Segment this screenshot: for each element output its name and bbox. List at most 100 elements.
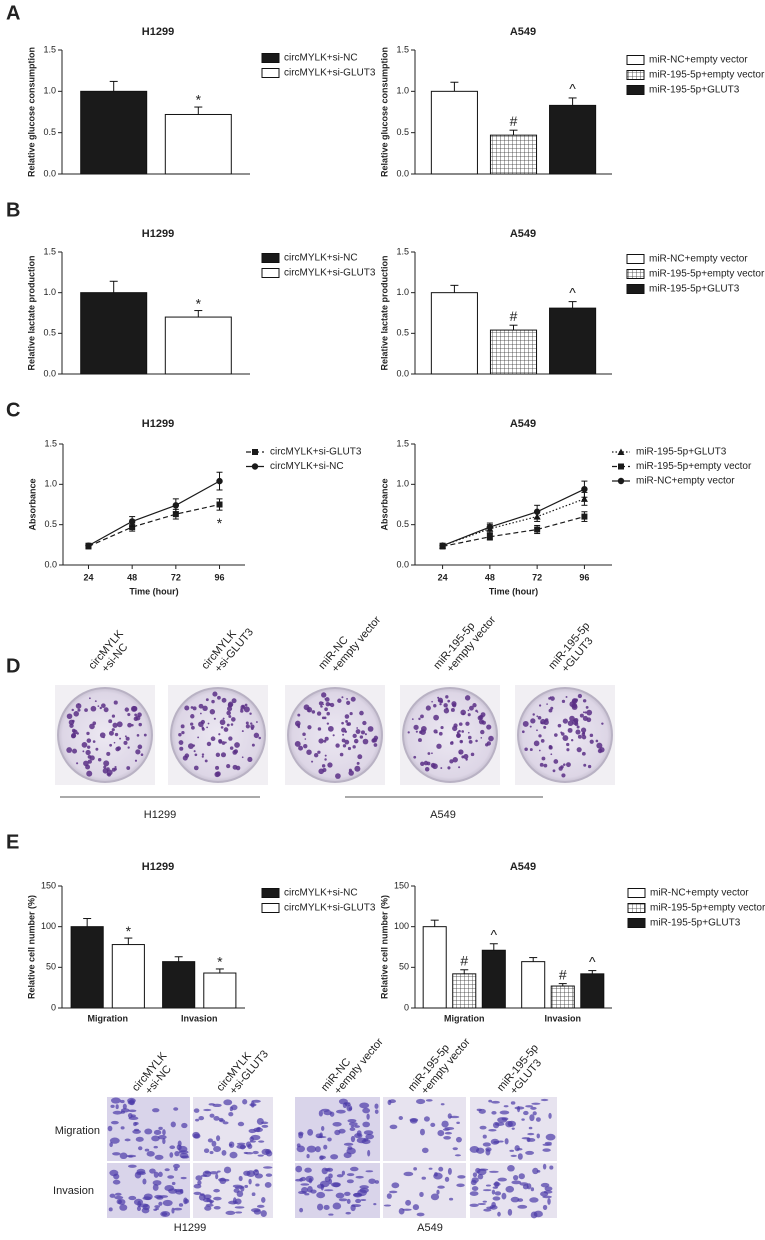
colony: [81, 742, 88, 748]
legend-marker: [252, 449, 258, 455]
colony: [345, 720, 349, 723]
cell: [391, 1182, 400, 1189]
y-axis-label: Relative cell number (%): [379, 895, 389, 999]
colony: [219, 719, 226, 726]
y-axis-label: Relative glucose consumption: [379, 47, 389, 177]
colony: [367, 726, 374, 732]
y-tick-label: 0.5: [396, 328, 409, 338]
colony: [228, 714, 232, 718]
colony: [538, 734, 542, 738]
cell: [127, 1164, 137, 1168]
colony: [304, 738, 307, 740]
colony: [106, 769, 113, 776]
y-tick-label: 0.5: [396, 127, 409, 137]
colony: [298, 745, 304, 751]
colony: [437, 696, 440, 699]
cell: [490, 1138, 500, 1145]
cell: [174, 1167, 178, 1171]
y-tick-label: 0.5: [44, 519, 57, 529]
cell: [482, 1134, 487, 1139]
cell: [430, 1193, 440, 1201]
colony: [546, 703, 548, 705]
cell: [489, 1170, 499, 1173]
cell: [437, 1129, 445, 1137]
chart-title: H1299: [142, 228, 174, 240]
cell: [315, 1146, 321, 1153]
y-axis-label: Relative glucose consumption: [26, 47, 36, 177]
colony-photo: [400, 685, 500, 785]
colony: [181, 730, 185, 735]
colony: [321, 716, 325, 720]
y-tick-label: 1.5: [396, 44, 409, 54]
legend-label: miR-NC+empty vector: [650, 888, 749, 899]
colony: [357, 754, 363, 760]
colony: [184, 705, 190, 711]
colony: [303, 743, 308, 749]
cell: [485, 1184, 491, 1187]
colony: [463, 753, 469, 760]
colony: [324, 736, 329, 741]
cell: [341, 1170, 346, 1176]
legend-swatch: [626, 70, 645, 80]
colony: [190, 706, 194, 709]
cell: [497, 1117, 508, 1123]
legend-label: circMYLK+si-NC: [270, 461, 344, 472]
colony: [215, 752, 221, 757]
cell: [540, 1098, 549, 1102]
colony: [97, 705, 100, 707]
cell: [128, 1195, 137, 1201]
y-tick-label: 50: [399, 962, 409, 972]
cell: [120, 1099, 125, 1104]
chart-title: A549: [510, 228, 536, 240]
cell: [349, 1127, 356, 1131]
cell: [110, 1097, 121, 1104]
cell: [207, 1138, 213, 1143]
cell: [232, 1197, 237, 1205]
y-tick-label: 0.0: [43, 168, 56, 178]
panel-letter: B: [6, 199, 20, 221]
cell: [449, 1197, 454, 1201]
colony: [226, 764, 231, 769]
cell: [133, 1122, 137, 1127]
colony: [235, 765, 241, 771]
colony: [364, 733, 367, 736]
colony: [543, 725, 547, 729]
bar: [489, 329, 538, 375]
cell: [249, 1140, 256, 1143]
colony: [116, 721, 123, 728]
column-label: miR-195-5p+empty vector: [406, 1028, 473, 1101]
annotation: ^: [491, 926, 498, 942]
transwell-photo: [107, 1163, 190, 1218]
photo-background: [383, 1163, 466, 1218]
colony: [438, 731, 443, 736]
cell: [237, 1121, 245, 1127]
colony: [440, 725, 444, 730]
cell: [536, 1133, 540, 1139]
colony: [250, 727, 254, 730]
colony: [187, 743, 194, 750]
cell: [540, 1182, 550, 1188]
colony: [453, 723, 458, 728]
chart-title: A549: [510, 861, 536, 873]
series-line: [442, 488, 585, 547]
legend-marker: [617, 448, 625, 455]
colony: [97, 758, 102, 762]
y-tick-label: 0.0: [43, 368, 56, 378]
cell: [263, 1166, 273, 1169]
cell: [299, 1207, 304, 1213]
cell: [164, 1168, 170, 1172]
colony: [253, 732, 260, 739]
cell: [510, 1196, 520, 1203]
colony: [420, 761, 425, 766]
colony: [465, 721, 470, 726]
colony: [101, 703, 106, 708]
colony: [341, 727, 347, 733]
legend-label: circMYLK+si-NC: [284, 53, 358, 64]
cell: [142, 1196, 152, 1201]
colony: [420, 726, 427, 732]
cell: [162, 1199, 173, 1207]
bar: [111, 944, 145, 1009]
group-label: H1299: [174, 1222, 206, 1234]
group-label: A549: [417, 1222, 443, 1234]
cell: [115, 1104, 119, 1110]
